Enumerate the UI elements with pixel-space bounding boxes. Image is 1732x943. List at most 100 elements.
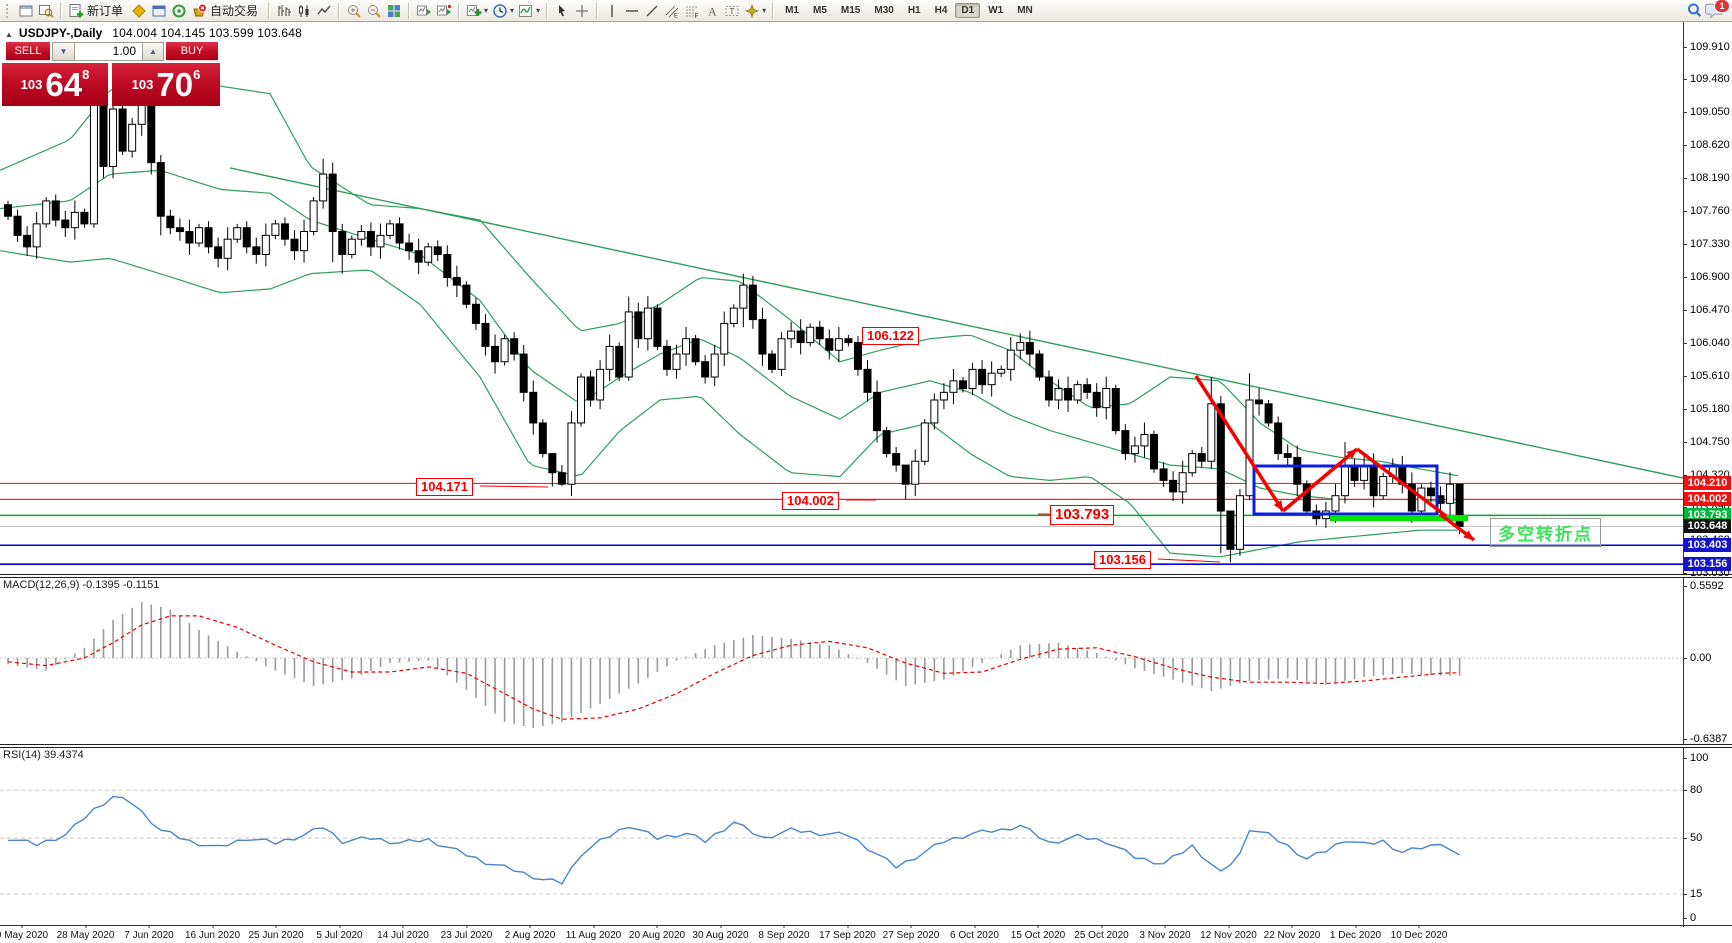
date-axis-tick	[1101, 925, 1102, 928]
rsi-panel-splitter[interactable]	[0, 744, 1732, 748]
terminal-icon[interactable]	[149, 2, 169, 20]
price-axis-tick	[1683, 474, 1687, 476]
rsi-axis-label: 100	[1690, 751, 1709, 764]
rsi-axis-tick	[1683, 917, 1687, 919]
arrows-icon[interactable]	[742, 2, 762, 20]
price-callout-label[interactable]: 104.002	[782, 492, 839, 510]
date-axis-tick	[529, 925, 531, 928]
toolbar-separator	[408, 2, 411, 19]
date-axis-tick	[783, 925, 785, 928]
rsi-axis-tick	[1683, 789, 1687, 791]
svg-text:A: A	[708, 4, 717, 18]
autotrading-button[interactable]: 自动交易	[210, 4, 259, 18]
autotrading-icon[interactable]	[189, 2, 209, 20]
price-callout-label[interactable]: 103.793	[1050, 505, 1115, 525]
zoom-in-icon[interactable]	[344, 2, 364, 20]
price-axis-tick	[1683, 244, 1687, 246]
sell-button[interactable]: SELL	[6, 42, 50, 61]
collapse-trade-panel-icon[interactable]: ▲	[5, 30, 13, 39]
notification-badge: 1	[1714, 0, 1730, 13]
profiles-icon[interactable]	[36, 2, 56, 20]
date-axis-tick	[1355, 925, 1356, 928]
cursor-icon[interactable]	[552, 2, 572, 20]
macd-axis-tick	[1683, 738, 1687, 740]
new-order-icon[interactable]	[66, 2, 86, 20]
zoom-out-icon[interactable]	[364, 2, 384, 20]
templates-icon[interactable]	[516, 2, 536, 20]
price-callout-label[interactable]: 104.171	[416, 478, 473, 496]
buy-price-quote[interactable]: 103 70 6	[112, 63, 220, 106]
date-axis-tick	[910, 925, 912, 928]
metaeditor-icon[interactable]	[129, 2, 149, 20]
buy-price-pips: 70	[156, 66, 194, 103]
date-axis-label: 28 May 2020	[56, 930, 115, 941]
bar-chart-icon[interactable]	[274, 2, 294, 20]
date-axis-tick	[593, 925, 594, 928]
fibonacci-icon[interactable]: F	[682, 2, 702, 20]
date-axis-tick	[1037, 925, 1039, 928]
volume-increase-button[interactable]: ▲	[142, 42, 164, 61]
macd-axis-label: 0.00	[1690, 651, 1712, 664]
price-axis-label: 107.330	[1690, 238, 1730, 251]
search-icon[interactable]	[1684, 2, 1704, 20]
date-axis-label: 23 Jul 2020	[440, 930, 493, 941]
tf-mn-button[interactable]: MN	[1017, 5, 1033, 16]
buy-button[interactable]: BUY	[166, 42, 218, 61]
indicators-icon[interactable]	[464, 2, 484, 20]
volume-input[interactable]: 1.00	[75, 42, 142, 61]
date-axis-tick	[1164, 925, 1166, 928]
sell-price-quote[interactable]: 103 64 8	[2, 63, 108, 106]
text-label-icon[interactable]: T	[722, 2, 742, 20]
rsi-axis-tick	[1683, 893, 1687, 895]
date-axis-label: 30 Aug 2020	[692, 930, 749, 941]
price-axis-tick	[1683, 276, 1687, 278]
macd-axis-label: 0.5592	[1690, 580, 1724, 593]
templates-dropdown-caret[interactable]: ▾	[536, 6, 541, 15]
macd-indicator-label: MACD(12,26,9) -0.1395 -0.1151	[3, 579, 160, 591]
new-chart-icon[interactable]	[16, 2, 36, 20]
macd-panel-splitter[interactable]	[0, 574, 1732, 578]
autoscroll-icon[interactable]	[414, 2, 434, 20]
price-callout-label[interactable]: 103.156	[1094, 551, 1151, 569]
price-callout-label[interactable]: 106.122	[862, 327, 919, 345]
candlestick-icon[interactable]	[294, 2, 314, 20]
tf-m5-button[interactable]: M5	[813, 5, 827, 16]
indicators-dropdown-caret[interactable]: ▾	[484, 6, 489, 15]
tile-windows-icon[interactable]	[384, 2, 404, 20]
vertical-line-icon[interactable]	[602, 2, 622, 20]
volume-decrease-button[interactable]: ▼	[52, 42, 75, 61]
svg-text:E: E	[674, 13, 678, 19]
macd-axis-tick	[1683, 586, 1687, 588]
text-icon[interactable]: A	[702, 2, 722, 20]
trendline-icon[interactable]	[642, 2, 662, 20]
turning-point-note[interactable]: 多空转折点	[1490, 518, 1601, 547]
arrows-dropdown-caret[interactable]: ▾	[762, 6, 767, 15]
chart-header: ▲ USDJPY-,Daily 104.004 104.145 103.599 …	[5, 26, 302, 40]
tf-h1-button[interactable]: H1	[907, 5, 921, 16]
horizontal-line-icon[interactable]	[622, 2, 642, 20]
date-axis-label: 5 Jul 2020	[316, 930, 363, 941]
tf-d1-button[interactable]: D1	[955, 3, 981, 18]
channel-icon[interactable]: E	[662, 2, 682, 20]
price-axis-tick	[1683, 441, 1687, 443]
tf-m15-button[interactable]: M15	[840, 5, 861, 16]
sell-price-pips: 64	[45, 66, 83, 103]
tf-m1-button[interactable]: M1	[785, 5, 799, 16]
chart-shift-icon[interactable]	[434, 2, 454, 20]
new-order-button[interactable]: 新订单	[87, 4, 124, 18]
periods-icon[interactable]	[490, 2, 510, 20]
line-chart-icon[interactable]	[314, 2, 334, 20]
tf-h4-button[interactable]: H4	[934, 5, 948, 16]
periods-dropdown-caret[interactable]: ▾	[510, 6, 515, 15]
toolbar: 新订单 自动交易 ▾ ▾ ▾ E F A T ▾	[0, 0, 1732, 22]
rsi-axis-label: 0	[1690, 911, 1697, 924]
tf-m30-button[interactable]: M30	[874, 5, 894, 16]
alerts-icon[interactable]	[169, 2, 189, 20]
crosshair-icon[interactable]	[572, 2, 592, 20]
tf-w1-button[interactable]: W1	[988, 5, 1004, 16]
date-axis-tick	[85, 925, 86, 928]
price-axis-label: 106.900	[1690, 270, 1730, 283]
notifications-icon[interactable]: 1	[1704, 0, 1730, 20]
date-axis-label: 25 Oct 2020	[1074, 930, 1129, 941]
